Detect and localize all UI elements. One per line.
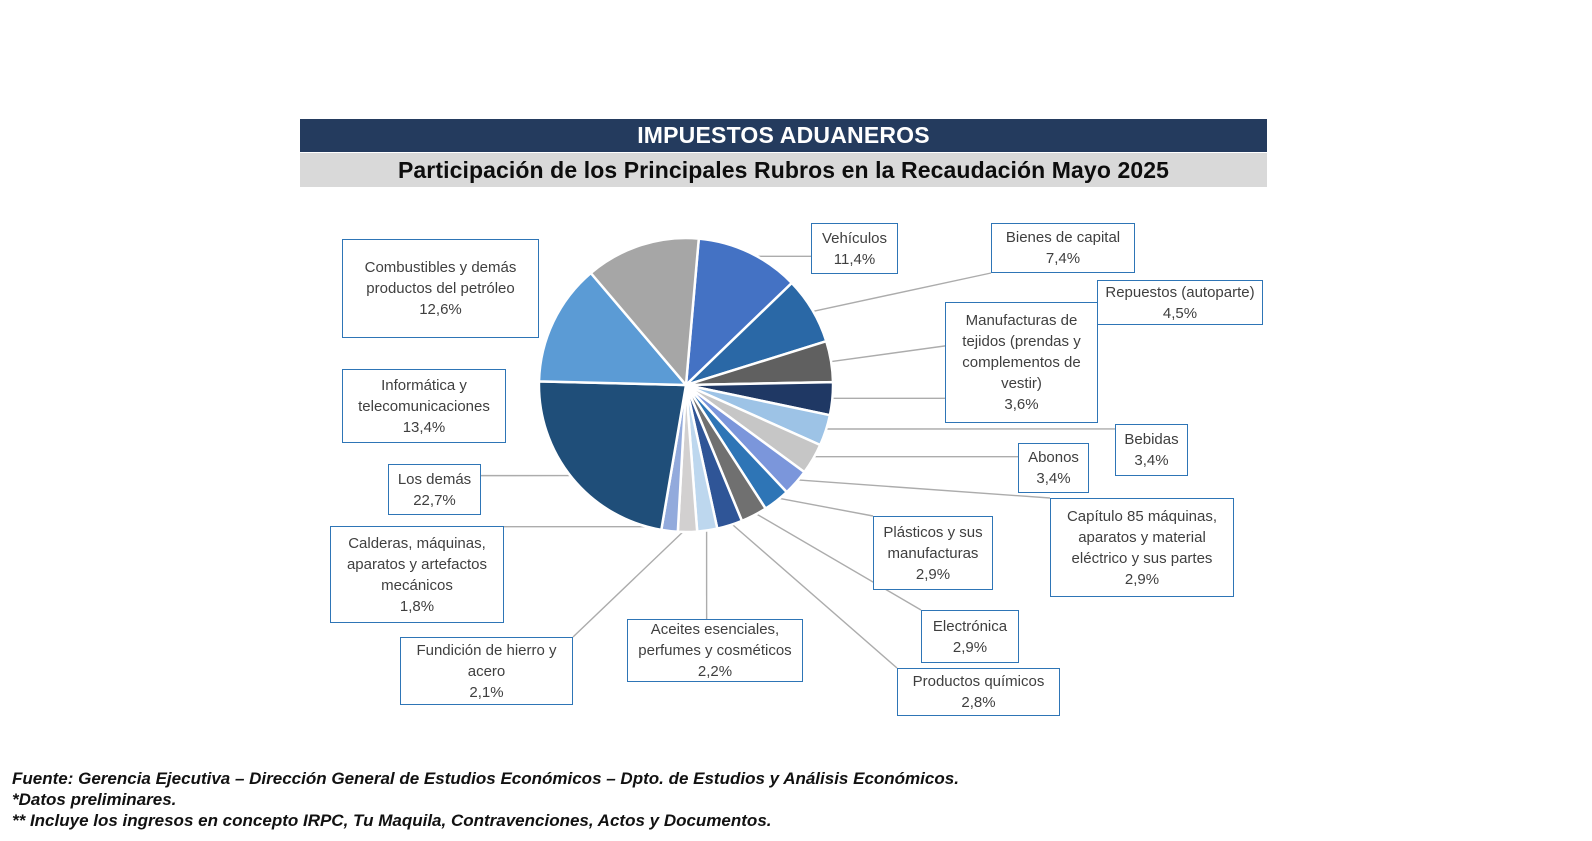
pie-callout-calderas: Calderas, máquinas, aparatos y artefacto… (330, 526, 504, 623)
pie-callout-value: 22,7% (413, 491, 456, 509)
pie-callout-fundicion: Fundición de hierro y acero 2,1% (400, 637, 573, 705)
chart-title-bar: IMPUESTOS ADUANEROS (300, 119, 1267, 152)
pie-callout-value: 4,5% (1162, 304, 1198, 322)
pie-callout-value: 13,4% (402, 418, 446, 436)
leader-line-electronica (751, 510, 922, 611)
chart-subtitle-bar: Participación de los Principales Rubros … (300, 153, 1267, 187)
pie-callout-value: 2,8% (961, 694, 996, 711)
pie-slice-los-demas (537, 380, 688, 532)
pie-callout-bienes-de-capital: Bienes de capital 7,4% (991, 223, 1135, 273)
pie-callout-label: Combustibles y demás productos del petró… (364, 259, 517, 297)
footnote-includes: ** Incluye los ingresos en concepto IRPC… (12, 811, 772, 830)
leader-line-bienes-de-capital (808, 272, 992, 313)
pie-callout-label: Calderas, máquinas, aparatos y artefacto… (346, 534, 488, 594)
pie-callout-label: Vehículos (821, 229, 888, 247)
pie-callout-vehiculos: Vehículos 11,4% (811, 223, 898, 274)
pie-callout-value: 3,6% (1004, 396, 1039, 413)
footnote-source: Fuente: Gerencia Ejecutiva – Dirección G… (12, 769, 959, 788)
pie-callout-label: Productos químicos (912, 673, 1045, 690)
pie-callout-label: Manufacturas de tejidos (prendas y compl… (962, 312, 1081, 392)
pie-callout-value: 1,8% (399, 597, 435, 615)
footnote-preliminary: *Datos preliminares. (12, 790, 177, 809)
pie-callout-label: Plásticos y sus manufacturas (883, 523, 983, 562)
pie-callout-label: Bienes de capital (1005, 229, 1121, 246)
pie-callout-productos-quimicos: Productos químicos 2,8% (897, 668, 1060, 716)
pie-callout-label: Informática y telecomunicaciones (358, 376, 490, 415)
pie-slice-combustibles (589, 236, 701, 387)
leader-line-productos-quimicos (728, 520, 898, 669)
leader-lines (480, 255, 1116, 669)
chart-title: IMPUESTOS ADUANEROS (637, 122, 930, 148)
pie-callout-combustibles: Combustibles y demás productos del petró… (342, 239, 539, 338)
pie-callout-label: Electrónica (932, 617, 1008, 635)
chart-subtitle: Participación de los Principales Rubros … (397, 156, 1170, 183)
pie-callout-electronica: Electrónica 2,9% (921, 610, 1019, 663)
pie-callout-bebidas: Bebidas 3,4% (1115, 424, 1188, 476)
pie-callout-abonos: Abonos 3,4% (1018, 443, 1089, 493)
pie-callout-los-demas: Los demás 22,7% (388, 464, 481, 515)
pie-callout-label: Capítulo 85 máquinas, aparatos y materia… (1066, 507, 1218, 567)
pie-slice-vehiculos (684, 237, 794, 387)
pie-callout-informatica: Informática y telecomunicaciones 13,4% (342, 369, 506, 443)
pie-callout-value: 2,1% (469, 683, 504, 701)
pie-callout-value: 12,6% (419, 301, 462, 318)
pie-callout-value: 3,4% (1134, 452, 1169, 469)
pie-callout-value: 3,4% (1036, 470, 1071, 487)
pie-callout-value: 2,9% (952, 638, 988, 656)
pie-callout-label: Repuestos (autoparte) (1105, 283, 1255, 301)
pie-callout-repuestos: Repuestos (autoparte) 4,5% (1097, 280, 1263, 325)
pie-callout-label: Abonos (1028, 449, 1079, 466)
footnotes: Fuente: Gerencia Ejecutiva – Dirección G… (12, 768, 959, 831)
pie-callout-capitulo-85: Capítulo 85 máquinas, aparatos y materia… (1050, 498, 1234, 597)
pie-callout-value: 2,9% (915, 565, 951, 583)
leader-line-capitulo-85 (792, 478, 1051, 499)
pie-callout-value: 11,4% (833, 250, 876, 268)
leader-line-fundicion (572, 527, 688, 638)
pie-callout-label: Bebidas (1124, 431, 1179, 448)
pie-callout-value: 7,4% (1045, 250, 1081, 267)
pie-callout-value: 2,9% (1124, 570, 1160, 588)
pie-slices (537, 236, 835, 534)
pie-callout-label: Fundición de hierro y acero (416, 641, 557, 680)
pie-callout-label: Los demás (397, 470, 472, 488)
pie-callout-label: Aceites esenciales, perfumes y cosmético… (638, 621, 792, 659)
pie-callout-manufacturas: Manufacturas de tejidos (prendas y compl… (945, 302, 1098, 423)
leader-line-plasticos (773, 496, 874, 517)
pie-callout-aceites: Aceites esenciales, perfumes y cosmético… (627, 619, 803, 682)
pie-callout-value: 2,2% (697, 663, 733, 680)
pie-callout-plasticos: Plásticos y sus manufacturas 2,9% (873, 516, 993, 590)
pie-slice-informatica (537, 271, 688, 387)
